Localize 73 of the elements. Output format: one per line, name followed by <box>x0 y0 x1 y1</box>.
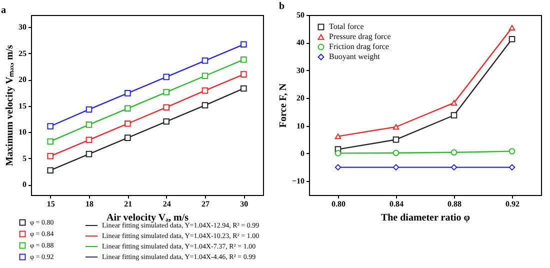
y-tick-label: 10 <box>296 121 304 130</box>
point <box>508 164 516 170</box>
y-tick-label: −10 <box>292 176 304 186</box>
x-tick-label: 0.80 <box>332 200 346 208</box>
point <box>163 74 170 80</box>
legend-label: Pressure drag force <box>329 32 392 41</box>
point <box>86 106 92 113</box>
point <box>392 164 400 170</box>
point <box>47 153 54 160</box>
point <box>86 150 92 158</box>
point <box>86 136 92 144</box>
y-tick-label: 40 <box>296 38 304 48</box>
point <box>240 41 247 48</box>
y-tick-label: 0 <box>22 180 26 190</box>
x-tick-label: 30 <box>240 200 248 208</box>
point <box>334 150 342 156</box>
point <box>202 87 208 94</box>
point <box>392 150 400 156</box>
point <box>202 102 208 108</box>
point <box>450 112 458 118</box>
x-tick-label: 0.92 <box>506 200 520 208</box>
y-axis-title: Force F, N <box>278 82 289 128</box>
y-tick-label: 30 <box>18 22 26 32</box>
point <box>202 58 208 64</box>
x-axis-title: The diameter ratio φ <box>380 212 470 224</box>
point <box>508 24 516 31</box>
point <box>240 56 247 63</box>
point <box>240 85 247 92</box>
x-tick-label: 15 <box>46 200 55 208</box>
point <box>124 105 131 112</box>
chart-title: a <box>1 5 6 16</box>
y-tick-label: 0 <box>300 148 304 158</box>
point <box>124 134 131 141</box>
y-tick-label: 10 <box>18 128 26 137</box>
point <box>47 138 54 145</box>
y-axis-title: Maximum velocity Vₘₐₓ, m/s <box>4 44 16 166</box>
y-tick-label: 50 <box>296 10 304 20</box>
y-tick-label: 15 <box>18 101 26 110</box>
y-tick-label: 5 <box>22 154 26 163</box>
x-axis-title: Air velocity Vₐ, m/s <box>106 212 189 224</box>
point <box>202 72 208 80</box>
legend-label: Total force <box>329 22 364 31</box>
point <box>450 164 458 170</box>
legend-label: Friction drag force <box>329 42 390 51</box>
point <box>86 122 92 128</box>
point <box>508 36 516 42</box>
point <box>163 104 170 111</box>
x-tick-label: 24 <box>162 200 171 208</box>
point <box>124 90 131 96</box>
chart-title: b <box>279 1 285 12</box>
point <box>508 148 516 154</box>
point <box>163 118 170 125</box>
point <box>163 88 170 96</box>
x-tick-label: 27 <box>202 200 210 208</box>
point <box>450 149 458 156</box>
x-tick-label: 0.84 <box>390 200 404 208</box>
y-tick-label: 20 <box>18 75 26 84</box>
y-tick-label: 25 <box>18 48 26 58</box>
point <box>334 134 342 140</box>
point <box>392 136 400 143</box>
point <box>240 71 247 78</box>
point <box>392 124 400 130</box>
y-tick-label: 30 <box>296 66 304 75</box>
legend-label: Buoyant weight <box>329 52 381 61</box>
point <box>334 164 342 170</box>
y-tick-label: 20 <box>296 94 304 103</box>
point <box>450 100 458 106</box>
point <box>47 123 54 130</box>
x-tick-label: 0.88 <box>448 200 462 208</box>
x-tick-label: 21 <box>124 200 132 208</box>
point <box>124 120 131 127</box>
x-tick-label: 18 <box>86 200 94 208</box>
point <box>47 167 54 174</box>
